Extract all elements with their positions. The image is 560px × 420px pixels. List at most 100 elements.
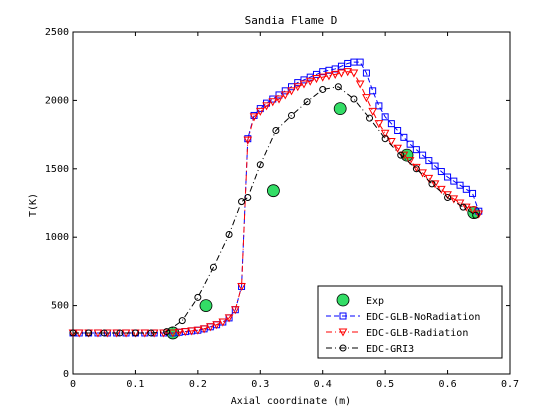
data-point (287, 87, 296, 96)
data-point (288, 111, 295, 119)
data-point (305, 77, 315, 86)
data-point (85, 329, 93, 337)
series-2 (68, 68, 484, 338)
data-point (266, 184, 280, 198)
data-point (255, 107, 265, 116)
data-point (178, 317, 186, 325)
data-point (394, 126, 402, 134)
data-point (400, 133, 408, 141)
data-point (275, 91, 283, 99)
legend-marker (339, 344, 347, 352)
data-point (381, 113, 389, 121)
data-point (424, 174, 434, 183)
data-point (280, 91, 290, 100)
data-point (350, 95, 358, 103)
data-point (256, 161, 264, 169)
legend-marker (339, 312, 347, 320)
x-tick-label: 0.6 (439, 379, 457, 390)
data-point (333, 102, 347, 116)
data-point (374, 120, 384, 129)
data-point (199, 299, 213, 313)
x-tick-label: 0 (70, 379, 76, 390)
data-point (455, 199, 465, 208)
legend-label: EDC-GRI3 (366, 344, 414, 355)
data-point (303, 98, 311, 106)
data-point (428, 180, 436, 188)
data-point (399, 151, 409, 160)
x-tick-label: 0.5 (376, 379, 394, 390)
data-point (425, 157, 433, 165)
data-point (381, 135, 389, 143)
data-point (380, 129, 390, 138)
data-point (224, 314, 234, 323)
data-point (312, 75, 321, 84)
x-tick-label: 0.2 (189, 379, 207, 390)
data-point (337, 69, 346, 78)
data-point (419, 151, 427, 159)
series-3 (69, 83, 480, 337)
data-point (393, 144, 402, 153)
data-point (472, 211, 480, 219)
data-point (249, 113, 259, 122)
data-point (318, 73, 328, 82)
data-point (244, 194, 252, 202)
data-point (430, 180, 440, 189)
data-point (397, 151, 405, 159)
data-point (431, 162, 439, 170)
legend-label: EDC-GLB-NoRadiation (366, 312, 480, 323)
data-point (355, 80, 365, 89)
x-tick-label: 0.1 (126, 379, 144, 390)
data-point (288, 83, 295, 91)
data-point (412, 146, 420, 154)
data-point (456, 181, 464, 189)
legend-marker (338, 328, 348, 337)
data-point (206, 323, 215, 332)
data-point (444, 173, 452, 181)
data-point (272, 126, 280, 134)
series-line (73, 71, 480, 334)
x-tick-label: 0.7 (501, 379, 519, 390)
data-point (461, 203, 471, 212)
y-tick-label: 500 (51, 301, 69, 312)
data-point (406, 140, 414, 148)
y-tick-label: 2500 (45, 27, 69, 38)
data-point (444, 194, 452, 202)
data-point (116, 329, 124, 337)
data-point (199, 325, 209, 334)
data-point (319, 85, 327, 93)
x-tick-label: 0.4 (314, 379, 332, 390)
data-point (462, 185, 470, 193)
data-point (274, 95, 284, 104)
data-point (356, 58, 364, 66)
data-point (218, 318, 228, 327)
data-point (238, 198, 246, 206)
data-point (100, 329, 108, 337)
data-point (212, 321, 221, 330)
legend: Exp EDC-GLB-NoRadiation EDC-GLB-Radiation E… (317, 285, 503, 359)
data-point (168, 329, 178, 338)
y-tick-label: 1500 (45, 164, 69, 175)
data-point (362, 94, 371, 103)
legend-marker (336, 293, 350, 307)
data-point (387, 137, 396, 146)
y-tick-label: 0 (63, 369, 69, 380)
data-point (450, 177, 458, 185)
y-tick-label: 1000 (45, 232, 69, 243)
data-point (343, 68, 353, 77)
data-point (375, 102, 383, 110)
data-point (330, 70, 340, 79)
legend-label: EDC-GLB-Radiation (366, 328, 468, 339)
data-point (369, 87, 377, 95)
y-tick-label: 2000 (45, 95, 69, 106)
data-point (362, 69, 370, 77)
data-point (102, 329, 112, 338)
data-point (436, 185, 446, 194)
data-point (449, 195, 459, 204)
data-point (237, 282, 246, 292)
data-point (459, 203, 467, 211)
data-point (469, 189, 477, 197)
legend-label: Exp (366, 296, 384, 307)
data-point (159, 329, 168, 338)
data-point (243, 136, 253, 145)
x-tick-label: 0.3 (251, 379, 269, 390)
